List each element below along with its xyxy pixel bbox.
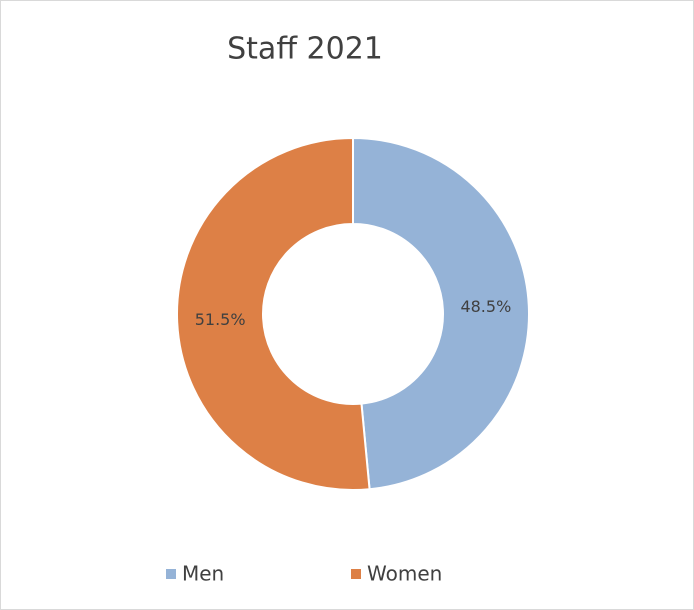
slice bbox=[352, 136, 530, 491]
legend-label: Men bbox=[182, 562, 224, 586]
legend-swatch bbox=[166, 569, 176, 579]
chart-title: Staff 2021 bbox=[227, 32, 383, 67]
legend-label: Women bbox=[367, 562, 442, 586]
legend-swatch bbox=[351, 569, 361, 579]
data-label: 48.5% bbox=[460, 297, 511, 316]
slice bbox=[176, 136, 371, 491]
data-label: 51.5% bbox=[195, 310, 246, 329]
